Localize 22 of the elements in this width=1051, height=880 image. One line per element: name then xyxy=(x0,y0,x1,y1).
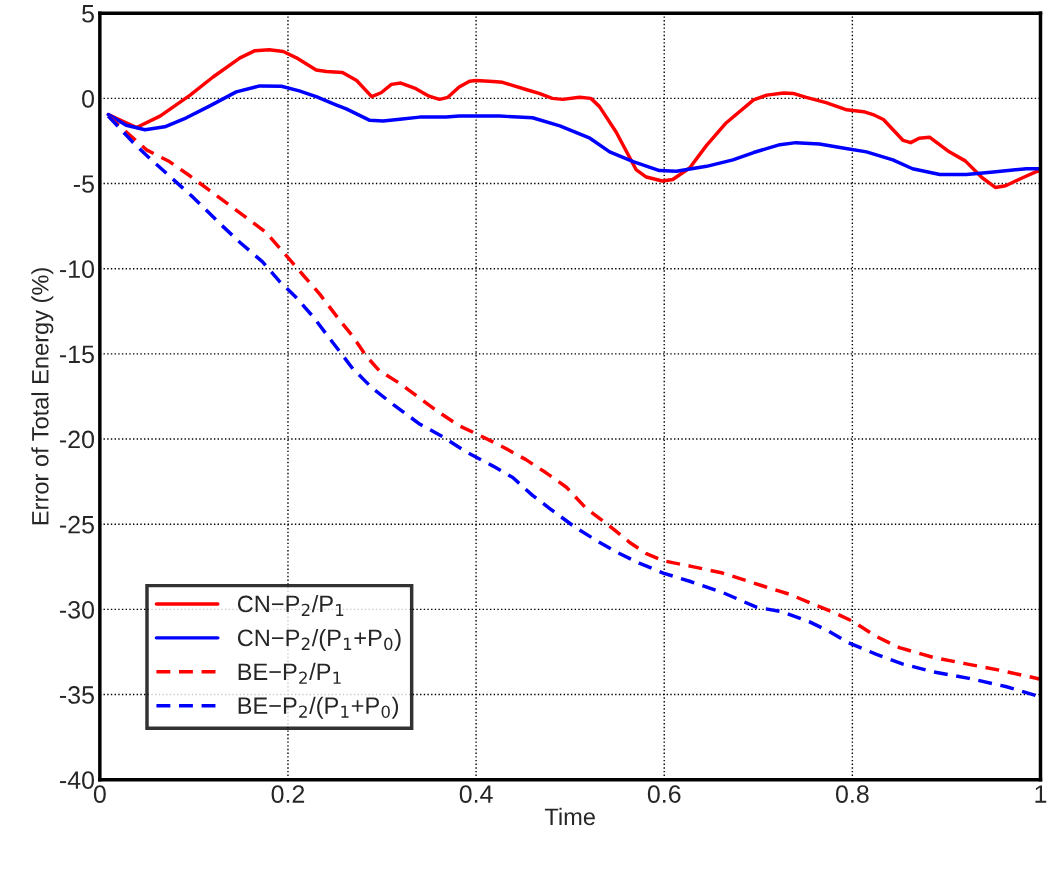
y-tick-label: -40 xyxy=(59,771,95,789)
y-tick-label: 5 xyxy=(82,5,94,23)
y-axis-title: Error of Total Energy (%) xyxy=(31,268,54,525)
x-tick-label: 0.8 xyxy=(835,785,869,803)
x-tick-label: 0 xyxy=(93,785,106,803)
y-tick-label: -10 xyxy=(59,260,95,278)
x-tick-label: 0.4 xyxy=(459,785,493,803)
x-tick-label: 0.6 xyxy=(647,785,681,803)
y-tick-label: -5 xyxy=(73,175,94,193)
legend-label: BE−P$_{2}$/(P$_{1}$+P$_{0}$) xyxy=(238,696,399,719)
x-axis-title: Time xyxy=(544,807,595,826)
legend-label: BE−P$_{2}$/P$_{1}$ xyxy=(238,662,341,684)
y-tick-label: -30 xyxy=(59,600,95,619)
y-tick-label: -15 xyxy=(59,345,94,364)
y-tick-label: -25 xyxy=(59,515,94,534)
x-tick-label: 1 xyxy=(1035,785,1047,803)
y-tick-label: -20 xyxy=(59,430,95,449)
legend-label: CN−P$_{2}$/P$_{1}$ xyxy=(237,594,344,616)
y-tick-label: -35 xyxy=(59,686,94,704)
x-tick-label: 0.2 xyxy=(271,785,305,803)
y-tick-label: 0 xyxy=(82,89,95,108)
legend-label: CN−P$_{2}$/(P$_{1}$+P$_{0}$) xyxy=(237,628,401,651)
